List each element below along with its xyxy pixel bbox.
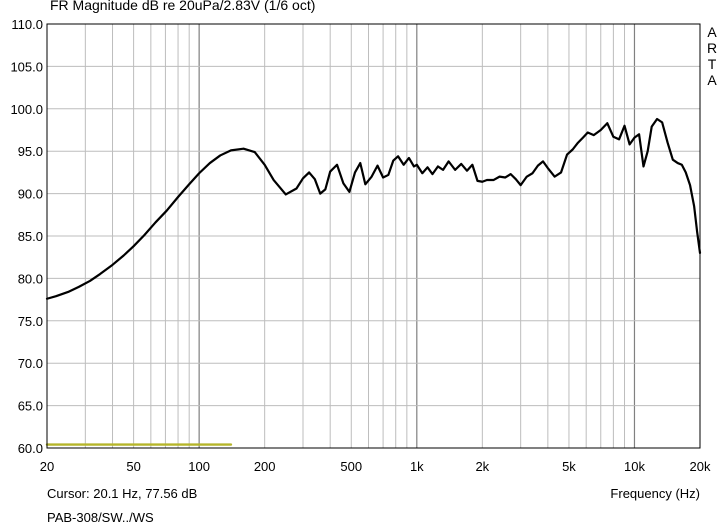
brand-letter: A [707, 72, 717, 88]
x-tick-label: 500 [340, 459, 362, 474]
y-tick-label: 90.0 [18, 187, 43, 202]
y-tick-label: 80.0 [18, 271, 43, 286]
arta-brand: A R T A [705, 24, 719, 88]
x-tick-label: 200 [254, 459, 276, 474]
y-tick-label: 95.0 [18, 144, 43, 159]
y-tick-label: 100.0 [10, 102, 43, 117]
x-tick-label: 10k [624, 459, 645, 474]
chart-title: FR Magnitude dB re 20uPa/2.83V (1/6 oct) [50, 0, 316, 13]
cursor-readout: Cursor: 20.1 Hz, 77.56 dB [47, 486, 198, 501]
x-tick-label: 2k [475, 459, 489, 474]
brand-letter: A [707, 24, 717, 40]
series-line-magnitude [45, 117, 702, 300]
x-tick-label: 50 [126, 459, 140, 474]
x-tick-label: 1k [410, 459, 424, 474]
brand-letter: R [706, 40, 718, 56]
y-tick-label: 65.0 [18, 399, 43, 414]
device-label: PAB-308/SW../WS [47, 510, 154, 525]
y-tick-label: 75.0 [18, 314, 43, 329]
brand-letter: T [707, 56, 717, 72]
y-tick-label: 85.0 [18, 229, 43, 244]
y-tick-label: 110.0 [11, 17, 43, 32]
x-tick-label: 20k [690, 459, 711, 474]
plot-frame [46, 23, 701, 449]
x-tick-label: 5k [562, 459, 576, 474]
y-tick-label: 105.0 [10, 59, 43, 74]
x-axis-label: Frequency (Hz) [610, 486, 700, 501]
x-tick-label: 20 [40, 459, 54, 474]
x-tick-label: 100 [188, 459, 210, 474]
y-tick-label: 70.0 [18, 356, 43, 371]
y-tick-label: 60.0 [18, 441, 43, 456]
